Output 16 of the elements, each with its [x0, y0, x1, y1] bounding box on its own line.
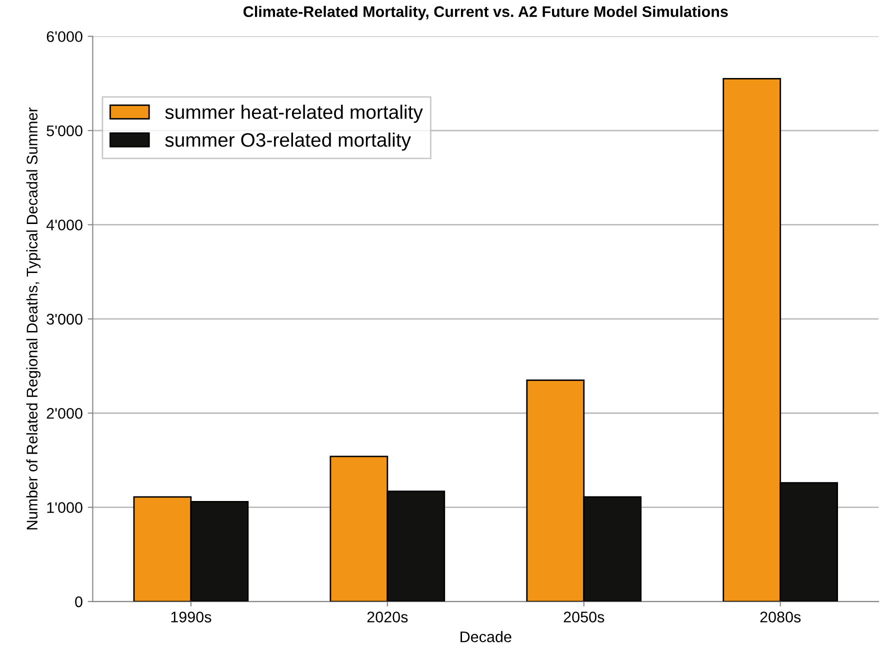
y-axis-title: Number of Related Regional Deaths, Typical Decadal Summer: [26, 107, 41, 530]
y-tick-label: 4'000: [46, 220, 82, 230]
y-tick-label: 3'000: [46, 314, 82, 325]
x-tick-label: 1990s: [171, 612, 212, 622]
legend-label: summer O3-related mortality: [165, 132, 411, 151]
y-tick-label: 6'000: [46, 31, 82, 42]
x-axis-title: Decade: [460, 631, 512, 642]
x-tick-label: 2020s: [367, 612, 408, 622]
chart-title: Climate-Related Mortality, Current vs. A2 Future Model Simulations: [244, 6, 728, 20]
x-tick-label: 2050s: [564, 612, 604, 622]
y-tick-label: 0: [75, 596, 82, 608]
y-tick-label: 2'000: [46, 408, 82, 419]
y-tick-label: 1'000: [47, 502, 82, 514]
x-tick-label: 2080s: [760, 612, 801, 622]
y-tick-label: 5'000: [46, 125, 82, 136]
legend-label: summer heat-related mortality: [165, 104, 423, 123]
